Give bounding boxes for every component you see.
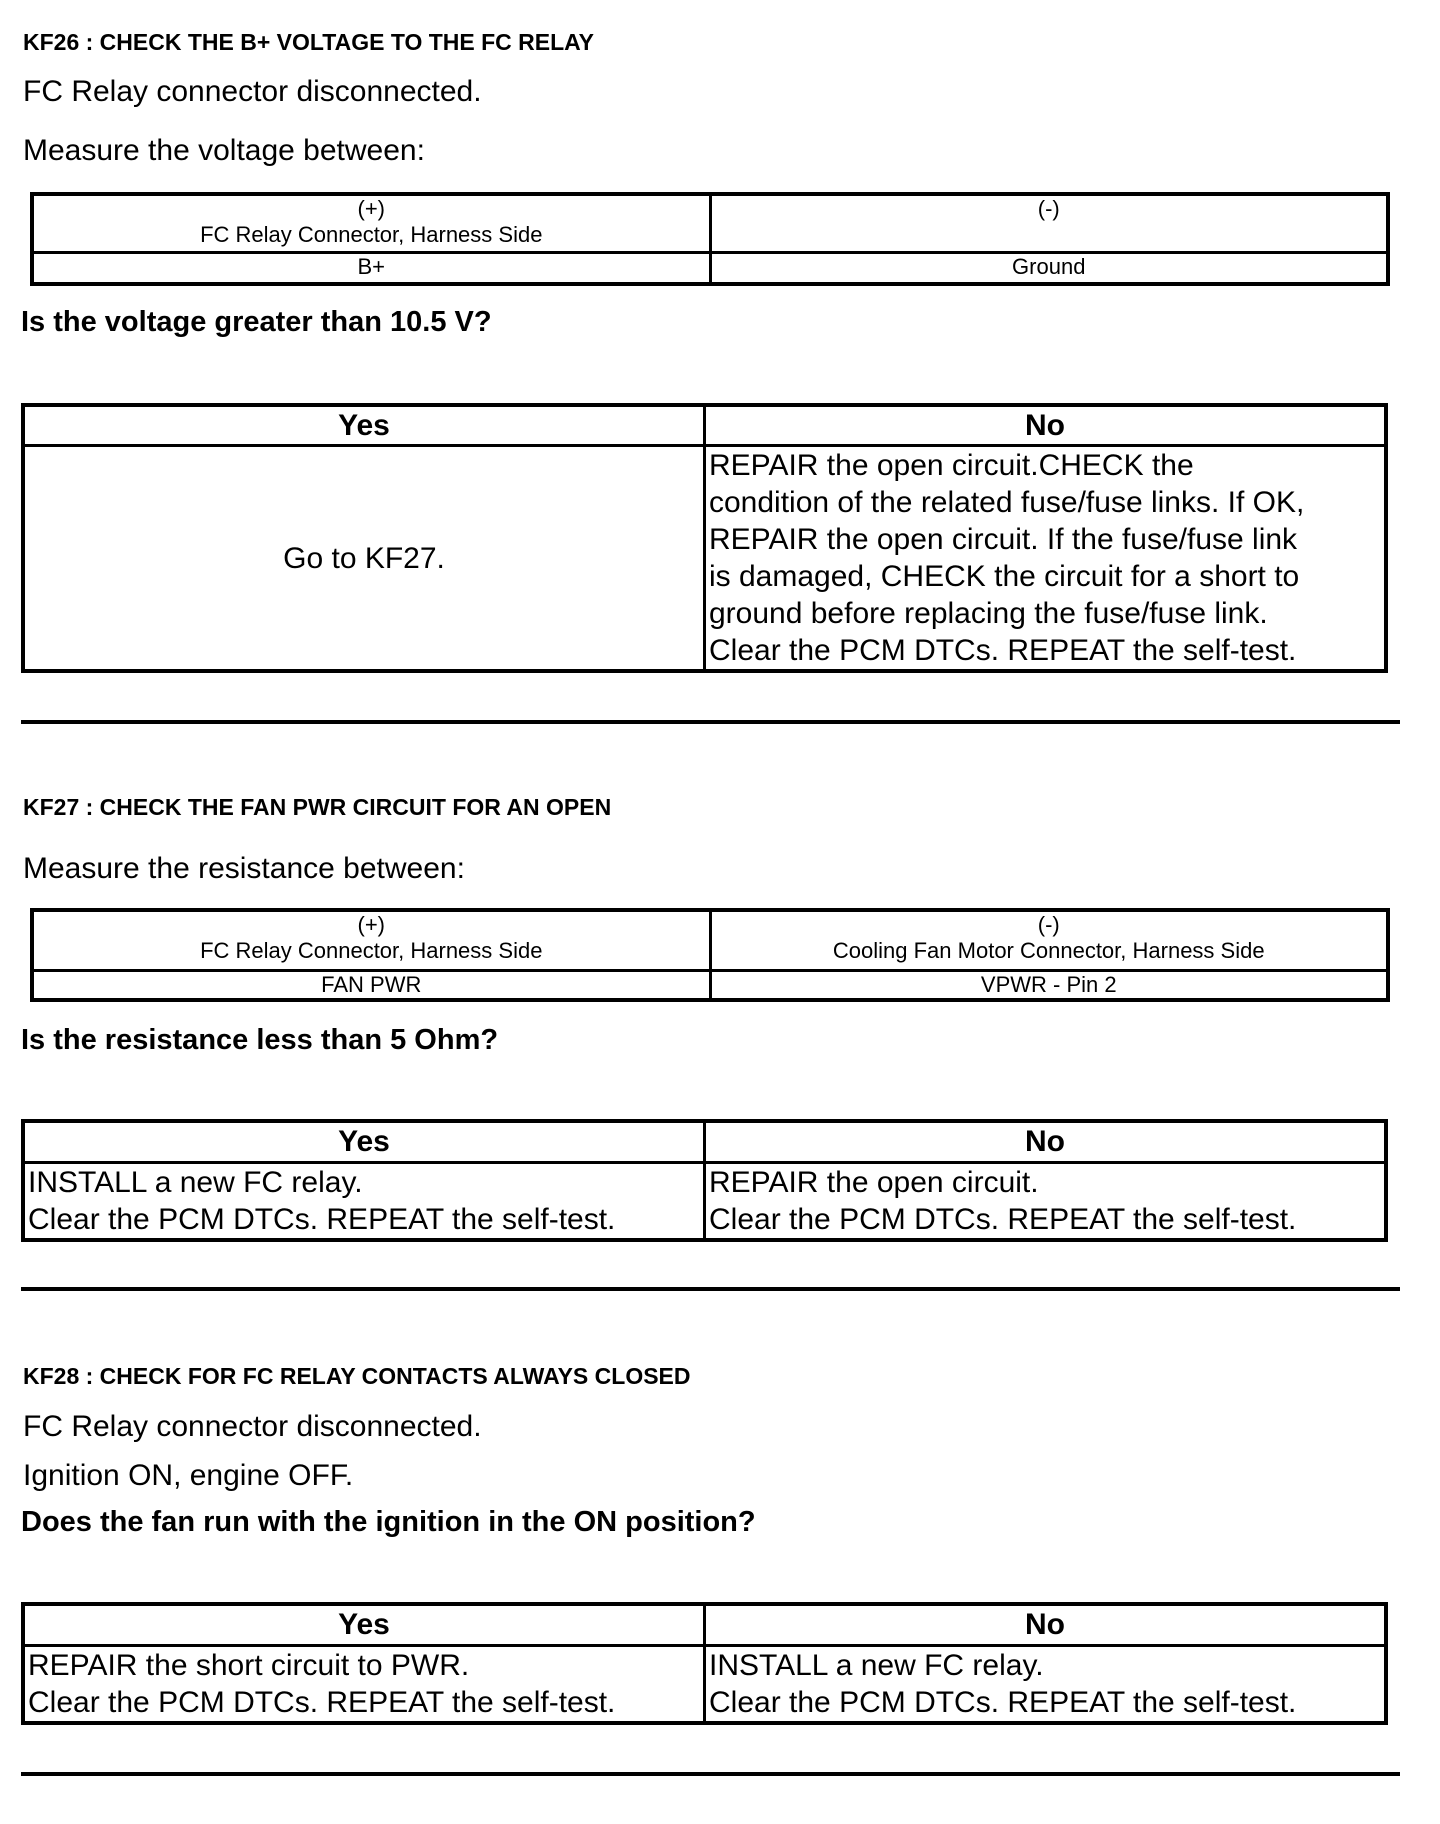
kf28-condition-1: FC Relay connector disconnected. xyxy=(23,1410,482,1443)
plus-header: (+) FC Relay Connector, Harness Side xyxy=(30,908,712,972)
yes-header: Yes xyxy=(21,403,706,447)
no-action: REPAIR the open circuit.CHECK the conditi… xyxy=(703,444,1388,673)
no-header: No xyxy=(703,1602,1388,1647)
no-header: No xyxy=(703,1119,1388,1164)
yes-action: INSTALL a new FC relay. Clear the PCM DTC… xyxy=(21,1160,706,1241)
yes-header: Yes xyxy=(21,1602,706,1647)
plus-header: (+) FC Relay Connector, Harness Side xyxy=(30,192,712,254)
kf26-heading: KF26 : CHECK THE B+ VOLTAGE TO THE FC RE… xyxy=(23,29,595,55)
yes-action: Go to KF27. xyxy=(21,444,706,673)
minus-point: VPWR - Pin 2 xyxy=(708,968,1390,1001)
kf26-condition: FC Relay connector disconnected. xyxy=(23,75,482,108)
kf28-condition-2: Ignition ON, engine OFF. xyxy=(23,1459,354,1492)
kf26-instruction: Measure the voltage between: xyxy=(23,134,425,167)
kf27-question: Is the resistance less than 5 Ohm? xyxy=(21,1024,499,1056)
no-action: INSTALL a new FC relay. Clear the PCM DTC… xyxy=(703,1643,1388,1724)
kf26-measure-table: (+) FC Relay Connector, Harness Side (-) … xyxy=(30,192,1390,286)
yes-action: REPAIR the short circuit to PWR. Clear th… xyxy=(21,1643,706,1724)
section-divider xyxy=(21,1772,1400,1776)
kf28-question: Does the fan run with the ignition in th… xyxy=(21,1506,756,1538)
kf26-question: Is the voltage greater than 10.5 V? xyxy=(21,306,492,338)
kf28-result-table: Yes No REPAIR the short circuit to PWR. Cl… xyxy=(21,1602,1388,1725)
minus-header: (-) xyxy=(708,192,1390,254)
yes-header: Yes xyxy=(21,1119,706,1164)
kf27-instruction: Measure the resistance between: xyxy=(23,852,465,885)
section-divider xyxy=(21,720,1400,724)
kf28-heading: KF28 : CHECK FOR FC RELAY CONTACTS ALWAY… xyxy=(23,1363,691,1389)
minus-header: (-) Cooling Fan Motor Connector, Harness … xyxy=(708,908,1390,972)
kf27-result-table: Yes No INSTALL a new FC relay. Clear the P… xyxy=(21,1119,1388,1242)
kf26-result-table: Yes No Go to KF27. REPAIR the open circui… xyxy=(21,403,1388,673)
no-action: REPAIR the open circuit. Clear the PCM DT… xyxy=(703,1160,1388,1241)
kf27-measure-table: (+) FC Relay Connector, Harness Side (-) C… xyxy=(30,908,1390,1002)
plus-point: B+ xyxy=(30,250,712,286)
no-header: No xyxy=(703,403,1388,447)
kf27-heading: KF27 : CHECK THE FAN PWR CIRCUIT FOR AN … xyxy=(23,794,612,820)
plus-point: FAN PWR xyxy=(30,968,712,1001)
minus-point: Ground xyxy=(708,250,1390,286)
section-divider xyxy=(21,1287,1400,1291)
